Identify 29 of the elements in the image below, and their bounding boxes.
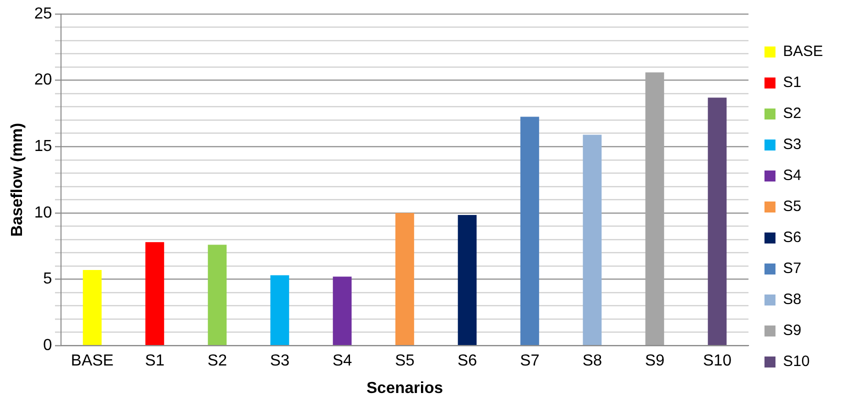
legend-label: S8 [782, 291, 802, 308]
legend-label: S3 [782, 136, 802, 154]
legend-label: S9 [782, 322, 802, 340]
x-tick-label: S6 [457, 352, 478, 370]
y-tick-label: 0 [43, 337, 52, 354]
x-tick-label: S3 [270, 352, 290, 370]
x-tick-label: S2 [207, 352, 228, 370]
legend-label: S4 [782, 167, 802, 184]
legend-label: S6 [782, 229, 802, 246]
y-tick-label: 20 [34, 72, 52, 89]
x-tick-label: BASE [70, 352, 114, 370]
y-tick-label: 15 [34, 138, 52, 156]
x-tick-label: S8 [582, 352, 602, 370]
x-tick-label: S7 [520, 352, 540, 370]
y-tick-label: 5 [43, 270, 52, 288]
y-axis-title: Baseflow (mm) [9, 122, 26, 237]
x-tick-label: S1 [144, 352, 165, 370]
x-tick-label: S4 [332, 352, 352, 370]
legend-label: BASE [782, 43, 824, 60]
legend-label: S7 [782, 260, 802, 278]
x-tick-label: S5 [394, 352, 415, 370]
y-tick-label: 10 [34, 204, 52, 222]
x-axis-title: Scenarios [366, 380, 444, 397]
x-tick-label: S10 [702, 352, 732, 370]
y-tick-label: 25 [34, 5, 52, 22]
legend-label: S1 [782, 74, 802, 92]
legend-label: S2 [782, 105, 802, 122]
x-tick-label: S9 [644, 352, 665, 370]
legend-label: S5 [782, 198, 802, 216]
